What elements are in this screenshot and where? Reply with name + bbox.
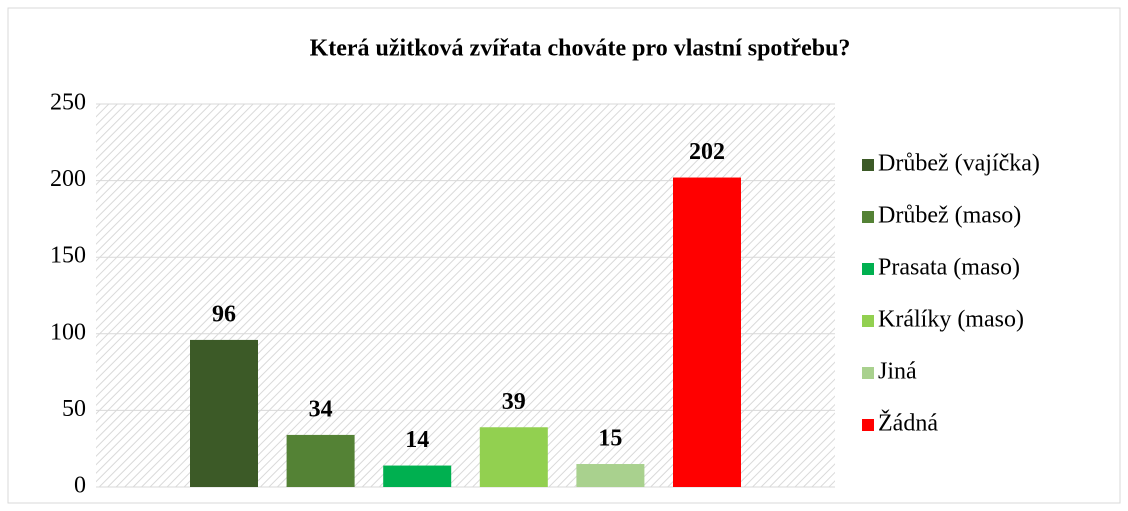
legend-swatch [862, 419, 874, 431]
bar [286, 434, 355, 487]
data-label: 96 [212, 301, 236, 327]
data-label: 14 [405, 427, 429, 453]
data-label: 202 [689, 139, 725, 165]
bar [673, 177, 741, 487]
legend-label: Žádná [878, 411, 938, 437]
y-tick-label: 0 [74, 473, 86, 499]
y-tick-label: 150 [50, 243, 86, 269]
y-tick-label: 100 [50, 319, 86, 345]
legend-swatch [862, 159, 874, 171]
y-tick-label: 250 [50, 90, 86, 116]
bar [576, 464, 645, 487]
data-label: 15 [598, 426, 622, 452]
legend-label: Prasata (maso) [878, 255, 1020, 281]
y-tick-label: 200 [50, 166, 86, 192]
chart-title: Která užitková zvířata chováte pro vlast… [310, 36, 851, 62]
data-label: 34 [309, 396, 333, 422]
data-label: 39 [502, 389, 526, 415]
legend-swatch [862, 367, 874, 379]
legend-label: Drůbež (vajíčka) [878, 151, 1040, 177]
bar [190, 339, 258, 487]
bar [383, 465, 452, 487]
legend-swatch [862, 263, 874, 275]
legend-swatch [862, 211, 874, 223]
legend-label: Králíky (maso) [878, 307, 1024, 333]
legend-label: Jiná [878, 359, 917, 385]
legend-swatch [862, 315, 874, 327]
y-tick-label: 50 [62, 396, 86, 422]
legend-label: Drůbež (maso) [878, 203, 1021, 229]
bar [479, 427, 548, 487]
